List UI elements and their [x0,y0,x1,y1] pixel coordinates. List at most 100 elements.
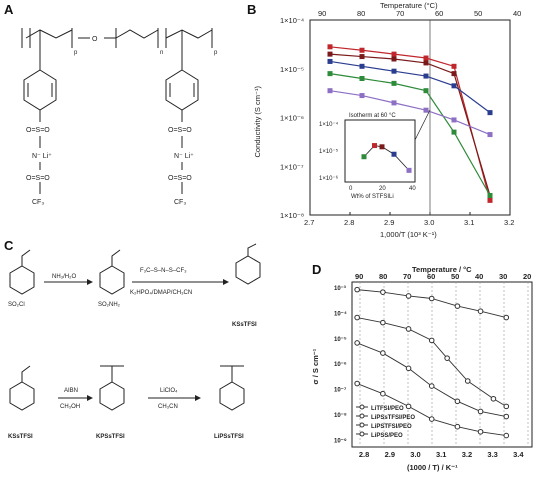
data-point [359,47,365,53]
x-tick-label: 3.1 [464,218,474,227]
data-point [428,383,435,389]
inset-y-tick: 1×10⁻⁶ [319,175,339,182]
series-line [329,46,491,201]
panel-label-d: D [312,262,322,277]
inset-point [372,143,377,149]
step1-label: NH₃/H₂O [52,274,76,280]
x2-axis-title: Temperature (°C) [380,1,438,10]
plot-frame [351,281,533,448]
y-axis-title: σ / S cm⁻¹ [311,348,320,384]
data-point [354,286,360,293]
data-point [391,68,397,74]
data-point [391,80,397,86]
inset-y-tick: 1×10⁻⁵ [319,148,339,155]
y-tick-label: 10⁻⁵ [334,337,347,343]
y-tick-label: 10⁻⁶ [334,362,347,368]
y-tick-label: 10⁻⁷ [334,388,347,394]
data-point [380,350,386,356]
so2-bottom-left: O=S=O [26,175,50,182]
data-point [327,51,333,57]
data-point [423,107,429,113]
series-line [329,90,491,136]
x2-tick-label: 50 [451,272,459,281]
y-tick-label: 1×10⁻⁵ [280,65,304,74]
data-point [451,71,457,77]
y-tick-label: 10⁻⁴ [334,311,347,317]
data-point [405,293,412,299]
panel-label-c: C [4,238,14,253]
data-point [354,340,360,346]
x-tick-label: 3.2 [504,218,514,227]
data-point [327,44,333,50]
x2-tick-label: 40 [475,272,483,281]
series-line [329,73,491,196]
panel-d-chart: 90 80 70 60 50 40 30 20 2.8 2.9 3.0 3.1 3.2 3.3 3.4 10⁻… [311,265,533,472]
data-point [444,355,450,361]
x2-tick-label: 50 [474,9,482,18]
y-tick-label: 10⁻³ [334,285,346,292]
x-tick-label: 3.4 [513,450,524,459]
inset-title: Isotherm at 60 °C [349,113,396,119]
x2-tick-label: 40 [513,9,521,18]
y-tick-label: 1×10⁻⁸ [280,211,304,220]
subscript-p-right: p [214,50,218,56]
prod1-label: KSsTFSI [232,322,257,328]
legend-label: LiPSS/PEO [371,433,403,439]
cf3-left: CF₃ [32,199,44,206]
inset-point [406,167,412,173]
data-point [503,403,510,410]
data-point [503,432,510,439]
so2-top-left: O=S=O [26,127,50,134]
data-point [405,326,412,332]
inset-point [361,154,367,160]
x2-tick-label: 30 [499,272,507,281]
series-line [329,60,491,114]
y-tick-label: 10⁻⁹ [334,438,347,444]
data-point [487,132,493,138]
panel-c-scheme: SO₂Cl SO₂NH₂ NH₃/H₂O F₃C–S–N–S–CF₃ K₂HPO… [8,243,261,440]
series-line [329,53,491,196]
data-point [477,428,484,435]
data-point [380,390,386,397]
x-tick-label: 3.0 [410,450,420,459]
inset-x-tick: 0 [349,186,353,192]
x2-tick-label: 70 [396,9,404,18]
x2-tick-label: 60 [435,9,443,18]
data-point [451,129,457,135]
data-point [327,71,333,77]
data-point [359,63,365,69]
data-point [359,93,365,99]
data-point [477,308,484,314]
series-line [357,317,507,407]
data-point [428,416,435,422]
data-point [391,51,397,57]
data-point [428,337,435,344]
x-axis-title: (1000 / T) / K⁻¹ [407,463,458,472]
subscript-p-left: p [74,50,78,56]
data-point [391,56,397,62]
inset-x-title: Wt% of STFSILi [351,194,394,200]
x2-tick-label: 90 [355,272,363,281]
x-tick-label: 3.1 [436,450,446,459]
panel-label-a: A [4,2,14,17]
y-tick-label: 1×10⁻⁴ [280,16,304,25]
y-axis-title: Conductivity (S cm⁻¹) [253,86,262,158]
data-point [451,117,457,123]
legend-label: LiTFSI/PEO [371,406,404,412]
legend-marker [359,431,365,437]
x2-tick-label: 80 [357,9,365,18]
data-point [423,60,429,66]
step2-reagent: F₃C–S–N–S–CF₃ [140,268,187,274]
data-point [454,423,461,430]
x-tick-label: 3.2 [462,450,472,459]
step4a-label: LiClO₄ [160,388,178,394]
panel-label-b: B [247,2,257,17]
y-tick-label: 10⁻⁸ [334,413,347,419]
inset-pointer [414,109,431,141]
y-tick-label: 1×10⁻⁷ [280,162,304,171]
x2-tick-label: 80 [379,272,387,281]
x2-axis-title: Temperature / °C [412,265,472,274]
legend-marker [359,413,365,419]
so2-top-right: O=S=O [168,127,192,134]
data-point [477,408,484,415]
